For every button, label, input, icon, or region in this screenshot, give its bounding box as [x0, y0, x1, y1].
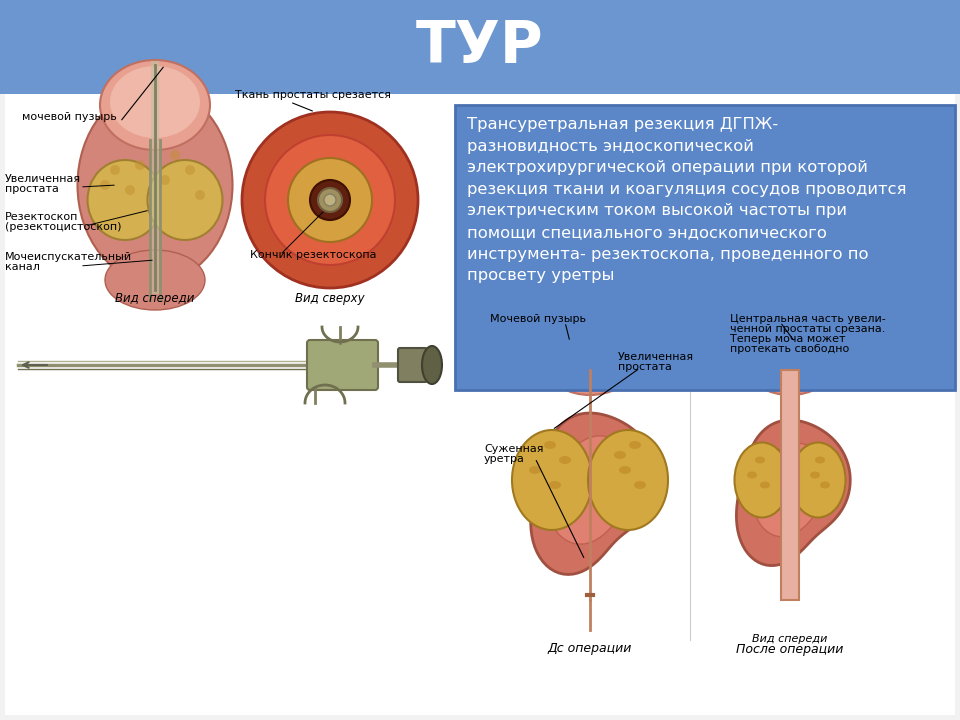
Text: Кончик резектоскопа: Кончик резектоскопа [250, 250, 376, 260]
Polygon shape [547, 436, 633, 544]
Circle shape [318, 188, 342, 212]
Text: Центральная часть увели-: Центральная часть увели- [730, 314, 886, 324]
Ellipse shape [750, 345, 830, 395]
Text: Суженная: Суженная [484, 444, 543, 454]
Polygon shape [531, 413, 658, 575]
Ellipse shape [734, 443, 789, 518]
Ellipse shape [100, 60, 210, 150]
Ellipse shape [105, 250, 205, 310]
Text: Резектоскоп: Резектоскоп [5, 212, 79, 222]
Ellipse shape [550, 345, 630, 395]
Circle shape [170, 150, 180, 160]
Circle shape [310, 180, 350, 220]
Text: Мочевой пузырь: Мочевой пузырь [490, 314, 586, 324]
Ellipse shape [790, 443, 846, 518]
Circle shape [110, 165, 120, 175]
Circle shape [185, 165, 195, 175]
Text: протекать свободно: протекать свободно [730, 344, 850, 354]
Circle shape [242, 112, 418, 288]
Polygon shape [736, 420, 851, 566]
Text: Ткань простаты срезается: Ткань простаты срезается [235, 90, 391, 100]
FancyBboxPatch shape [781, 370, 799, 600]
FancyBboxPatch shape [0, 0, 960, 94]
Text: Теперь моча может: Теперь моча может [730, 334, 846, 344]
Ellipse shape [619, 466, 631, 474]
Ellipse shape [815, 456, 825, 464]
Text: После операции: После операции [736, 643, 844, 656]
Circle shape [160, 175, 170, 185]
Ellipse shape [148, 160, 223, 240]
Ellipse shape [747, 472, 757, 479]
Ellipse shape [78, 88, 232, 282]
Ellipse shape [614, 451, 626, 459]
Text: уретра: уретра [484, 454, 525, 464]
FancyBboxPatch shape [455, 105, 955, 390]
Circle shape [135, 160, 145, 170]
Text: мочевой пузырь: мочевой пузырь [22, 112, 117, 122]
Polygon shape [754, 444, 827, 536]
Text: канал: канал [5, 262, 40, 272]
Text: ТУР: ТУР [417, 18, 543, 76]
Circle shape [288, 158, 372, 242]
Text: Мочеиспускательный: Мочеиспускательный [5, 252, 132, 262]
Ellipse shape [755, 456, 765, 464]
Ellipse shape [634, 481, 646, 489]
Text: Вид спереди: Вид спереди [115, 292, 195, 305]
Text: Вид сверху: Вид сверху [295, 292, 365, 305]
Ellipse shape [760, 482, 770, 488]
Ellipse shape [588, 430, 668, 530]
Ellipse shape [549, 481, 561, 489]
Ellipse shape [529, 466, 541, 474]
Ellipse shape [559, 456, 571, 464]
Text: Трансуретральная резекция ДГПЖ-
разновидность эндоскопической
электрохирургическ: Трансуретральная резекция ДГПЖ- разновид… [467, 117, 906, 283]
Ellipse shape [629, 441, 641, 449]
Ellipse shape [820, 482, 830, 488]
Circle shape [125, 185, 135, 195]
Text: простата: простата [5, 184, 59, 194]
Text: Увеличенная: Увеличенная [5, 174, 82, 184]
Circle shape [100, 180, 110, 190]
FancyBboxPatch shape [307, 340, 378, 390]
Text: Дс операции: Дс операции [548, 642, 633, 655]
Ellipse shape [422, 346, 442, 384]
Text: Увеличенная: Увеличенная [618, 352, 694, 362]
Ellipse shape [110, 66, 200, 138]
Ellipse shape [87, 160, 162, 240]
Ellipse shape [544, 441, 556, 449]
Text: ченной простаты срезана.: ченной простаты срезана. [730, 324, 885, 334]
Circle shape [324, 194, 336, 206]
Text: Вид спереди: Вид спереди [753, 634, 828, 644]
Text: (резектоцистоскоп): (резектоцистоскоп) [5, 222, 122, 232]
Circle shape [265, 135, 395, 265]
Text: простата: простата [618, 362, 672, 372]
FancyBboxPatch shape [398, 348, 427, 382]
Ellipse shape [810, 472, 820, 479]
FancyBboxPatch shape [5, 94, 955, 715]
Ellipse shape [512, 430, 592, 530]
Circle shape [195, 190, 205, 200]
